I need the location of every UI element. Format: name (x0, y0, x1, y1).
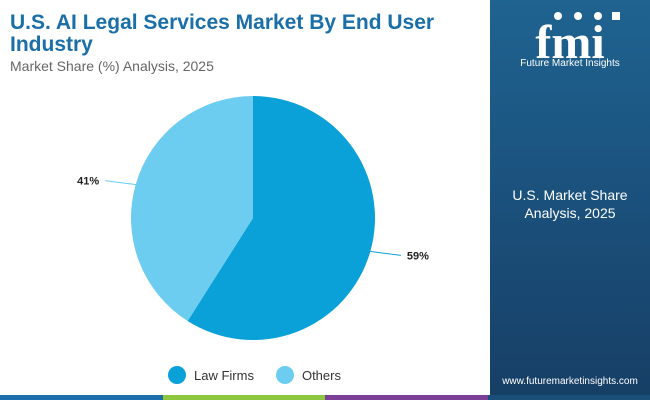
logo-chart-icon (612, 12, 620, 20)
legend: Law Firms Others (168, 366, 363, 384)
pie-slice-others[interactable] (131, 96, 253, 322)
leader-line (366, 250, 401, 256)
sidebar-title-line-2: Analysis, 2025 (524, 205, 616, 221)
chart-title: U.S. AI Legal Services Market By End Use… (10, 11, 435, 56)
legend-swatch (275, 366, 294, 384)
logo-text: Future Market Insights (520, 58, 620, 69)
legend-label: Law Firms (194, 367, 254, 383)
bottom-bar-segment (0, 395, 163, 400)
bottom-color-bar (0, 395, 650, 400)
bottom-bar-segment (487, 395, 650, 400)
logo-letters: fmi (535, 16, 604, 69)
bottom-bar-segment (325, 395, 488, 400)
chart-subtitle: Market Share (%) Analysis, 2025 (10, 58, 214, 74)
sidebar-panel: fmi Future Market Insights U.S. Market S… (490, 0, 650, 395)
legend-item-others[interactable]: Others (275, 366, 341, 384)
pie-chart: 59% 41% (77, 96, 429, 340)
logo-globe-icon (554, 12, 562, 20)
bottom-bar-segment (162, 395, 325, 400)
fmi-logo: fmi (535, 12, 620, 69)
chart-area: U.S. AI Legal Services Market By End Use… (10, 11, 435, 384)
sidebar-title-line-1: U.S. Market Share (512, 187, 628, 203)
leader-line (105, 180, 140, 186)
legend-label: Others (301, 367, 341, 383)
sidebar-title: U.S. Market Share Analysis, 2025 (490, 186, 650, 222)
data-label-others: 41% (77, 176, 99, 188)
website-link[interactable]: www.futuremarketinsights.com (502, 376, 638, 387)
legend-item-law-firms[interactable]: Law Firms (168, 366, 254, 384)
logo-person-icon (594, 12, 602, 20)
logo-gear-icon (574, 12, 582, 20)
data-label-law-firms: 59% (407, 250, 429, 262)
pie-slice-law-firms[interactable] (187, 96, 376, 340)
legend-swatch (168, 366, 186, 384)
